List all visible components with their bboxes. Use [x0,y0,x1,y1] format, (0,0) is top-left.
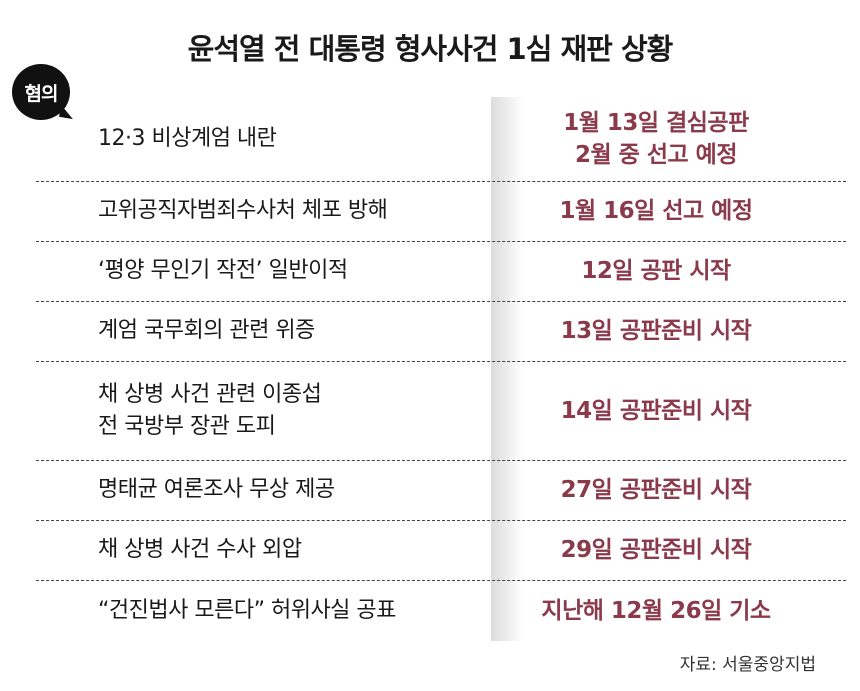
charge-cell: 고위공직자범죄수사처 체포 방해 [98,195,388,227]
status-text: 29일 공판준비 시작 [560,537,752,563]
status-text: 27일 공판준비 시작 [560,477,752,503]
row-divider [36,241,846,242]
charge-text: ‘평양 무인기 작전’ 일반이적 [98,258,348,283]
status-cell: 13일 공판준비 시작 [506,315,806,347]
row-divider [36,460,846,461]
page-title: 윤석열 전 대통령 형사사건 1심 재판 상황 [187,32,674,66]
speech-bubble-badge: 혐의 [12,64,70,120]
charge-text: 12·3 비상계엄 내란 [98,126,277,151]
charge-cell: 명태균 여론조사 무상 제공 [98,474,335,506]
status-cell: 29일 공판준비 시작 [506,534,806,566]
charge-text: 전 국방부 장관 도피 [98,413,276,439]
row-divider [36,580,846,581]
charge-text: 계엄 국무회의 관련 위증 [98,318,315,343]
status-text: 1월 13일 결심공판 [563,110,749,136]
charge-cell: 채 상병 사건 수사 외압 [98,534,302,566]
table-row: 12·3 비상계엄 내란 1월 13일 결심공판 2월 중 선고 예정 [36,97,846,181]
charge-text: 고위공직자범죄수사처 체포 방해 [98,198,388,223]
status-cell: 지난해 12월 26일 기소 [506,595,806,627]
status-text: 1월 16일 선고 예정 [559,198,754,224]
status-cell: 12일 공판 시작 [506,255,806,287]
column-divider-band [491,97,523,641]
status-text: 14일 공판준비 시작 [560,397,752,424]
table-row: ‘평양 무인기 작전’ 일반이적 12일 공판 시작 [36,241,846,301]
row-divider [36,181,846,182]
source-note: 자료: 서울중앙지법 [679,655,816,675]
charge-cell: 계엄 국무회의 관련 위증 [98,315,315,347]
charge-cell: “건진법사 모른다” 허위사실 공표 [98,595,396,627]
status-text: 12일 공판 시작 [581,258,731,284]
row-divider [36,361,846,362]
status-cell: 27일 공판준비 시작 [506,474,806,506]
table-row: 고위공직자범죄수사처 체포 방해 1월 16일 선고 예정 [36,181,846,241]
status-cell: 1월 16일 선고 예정 [506,195,806,227]
badge-label: 혐의 [24,82,59,105]
table-row: 계엄 국무회의 관련 위증 13일 공판준비 시작 [36,301,846,361]
charge-cell: 12·3 비상계엄 내란 [98,123,277,155]
table-row: 명태균 여론조사 무상 제공 27일 공판준비 시작 [36,460,846,520]
row-divider [36,520,846,521]
status-text: 지난해 12월 26일 기소 [541,597,771,624]
table-row: “건진법사 모른다” 허위사실 공표 지난해 12월 26일 기소 [36,580,846,641]
status-text: 2월 중 선고 예정 [575,142,738,168]
charge-text: “건진법사 모른다” 허위사실 공표 [98,597,396,623]
charge-text: 채 상병 사건 관련 이종섭 [98,381,322,407]
status-text: 13일 공판준비 시작 [560,318,752,344]
status-cell: 1월 13일 결심공판 2월 중 선고 예정 [506,107,806,171]
status-cell: 14일 공판준비 시작 [506,395,806,427]
charge-text: 명태균 여론조사 무상 제공 [98,477,335,502]
table-row: 채 상병 사건 수사 외압 29일 공판준비 시작 [36,520,846,580]
charge-text: 채 상병 사건 수사 외압 [98,537,302,562]
charge-cell: ‘평양 무인기 작전’ 일반이적 [98,255,348,287]
row-divider [36,301,846,302]
